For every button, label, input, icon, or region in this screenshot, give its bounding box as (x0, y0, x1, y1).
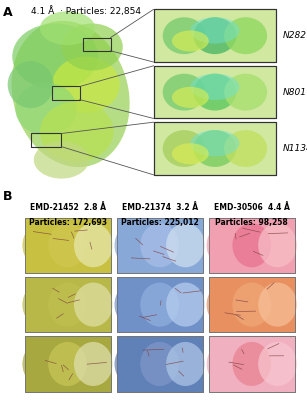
Ellipse shape (232, 282, 271, 327)
Ellipse shape (207, 223, 245, 267)
Text: EMD-21374  3.2 Å: EMD-21374 3.2 Å (122, 203, 198, 212)
Ellipse shape (15, 83, 77, 135)
Text: EMD-30506  4.4 Å: EMD-30506 4.4 Å (214, 203, 290, 212)
Ellipse shape (115, 342, 153, 386)
Ellipse shape (12, 21, 130, 167)
Bar (209, 277, 295, 332)
Ellipse shape (61, 24, 123, 70)
Ellipse shape (48, 342, 87, 386)
Bar (209, 218, 295, 273)
Bar (25, 277, 111, 332)
Ellipse shape (166, 223, 205, 267)
Ellipse shape (232, 223, 271, 267)
Ellipse shape (34, 141, 89, 178)
Ellipse shape (232, 342, 271, 386)
Bar (154, 66, 276, 118)
Text: Particles: 225,012: Particles: 225,012 (121, 218, 199, 227)
Ellipse shape (190, 17, 239, 44)
Ellipse shape (207, 282, 245, 327)
Ellipse shape (8, 61, 54, 108)
Ellipse shape (40, 102, 114, 162)
Ellipse shape (22, 342, 61, 386)
Bar (117, 336, 203, 392)
Text: N1134: N1134 (282, 144, 307, 153)
Bar (154, 9, 276, 62)
Ellipse shape (224, 74, 267, 110)
Ellipse shape (163, 17, 206, 54)
Text: 4.1 Å  · Particles: 22,854: 4.1 Å · Particles: 22,854 (31, 6, 141, 16)
Ellipse shape (258, 282, 297, 327)
Ellipse shape (193, 17, 236, 54)
Bar (31, 134, 61, 147)
Text: N282: N282 (282, 31, 306, 40)
Ellipse shape (224, 17, 267, 54)
Bar (117, 336, 203, 392)
Bar (154, 122, 276, 175)
Ellipse shape (166, 342, 205, 386)
Bar (154, 9, 276, 62)
Ellipse shape (22, 223, 61, 267)
Text: EMD-21452  2.8 Å: EMD-21452 2.8 Å (29, 203, 106, 212)
Ellipse shape (224, 130, 267, 167)
Ellipse shape (163, 74, 206, 110)
Bar (209, 277, 295, 332)
Text: N801: N801 (282, 88, 306, 97)
Ellipse shape (140, 342, 179, 386)
Ellipse shape (48, 282, 87, 327)
Bar (52, 86, 80, 100)
Ellipse shape (115, 223, 153, 267)
Bar (83, 38, 111, 51)
Ellipse shape (163, 130, 206, 167)
Ellipse shape (193, 74, 236, 110)
Bar (117, 277, 203, 332)
Bar (209, 218, 295, 273)
Bar (25, 277, 111, 332)
Bar (154, 66, 276, 118)
Ellipse shape (172, 87, 209, 108)
Ellipse shape (115, 282, 153, 327)
Ellipse shape (12, 24, 98, 89)
Bar (117, 218, 203, 273)
Text: Particles: 98,258: Particles: 98,258 (216, 218, 288, 227)
Ellipse shape (172, 143, 209, 164)
Bar (117, 277, 203, 332)
Text: A: A (3, 6, 13, 19)
Bar (25, 336, 111, 392)
Bar (25, 218, 111, 273)
Ellipse shape (190, 74, 239, 100)
Bar (209, 336, 295, 392)
Ellipse shape (52, 56, 120, 113)
Bar (25, 218, 111, 273)
Ellipse shape (193, 130, 236, 167)
Ellipse shape (172, 30, 209, 52)
Ellipse shape (74, 223, 113, 267)
Bar (154, 122, 276, 175)
Bar (25, 336, 111, 392)
Bar (209, 336, 295, 392)
Bar (117, 218, 203, 273)
Ellipse shape (140, 282, 179, 327)
Ellipse shape (207, 342, 245, 386)
Ellipse shape (40, 11, 95, 45)
Ellipse shape (74, 342, 113, 386)
Ellipse shape (48, 223, 87, 267)
Ellipse shape (140, 223, 179, 267)
Ellipse shape (22, 282, 61, 327)
Ellipse shape (190, 130, 239, 156)
Ellipse shape (74, 282, 113, 327)
Ellipse shape (258, 223, 297, 267)
Ellipse shape (258, 342, 297, 386)
Text: B: B (3, 190, 13, 203)
Text: Particles: 172,693: Particles: 172,693 (29, 218, 107, 227)
Ellipse shape (166, 282, 205, 327)
